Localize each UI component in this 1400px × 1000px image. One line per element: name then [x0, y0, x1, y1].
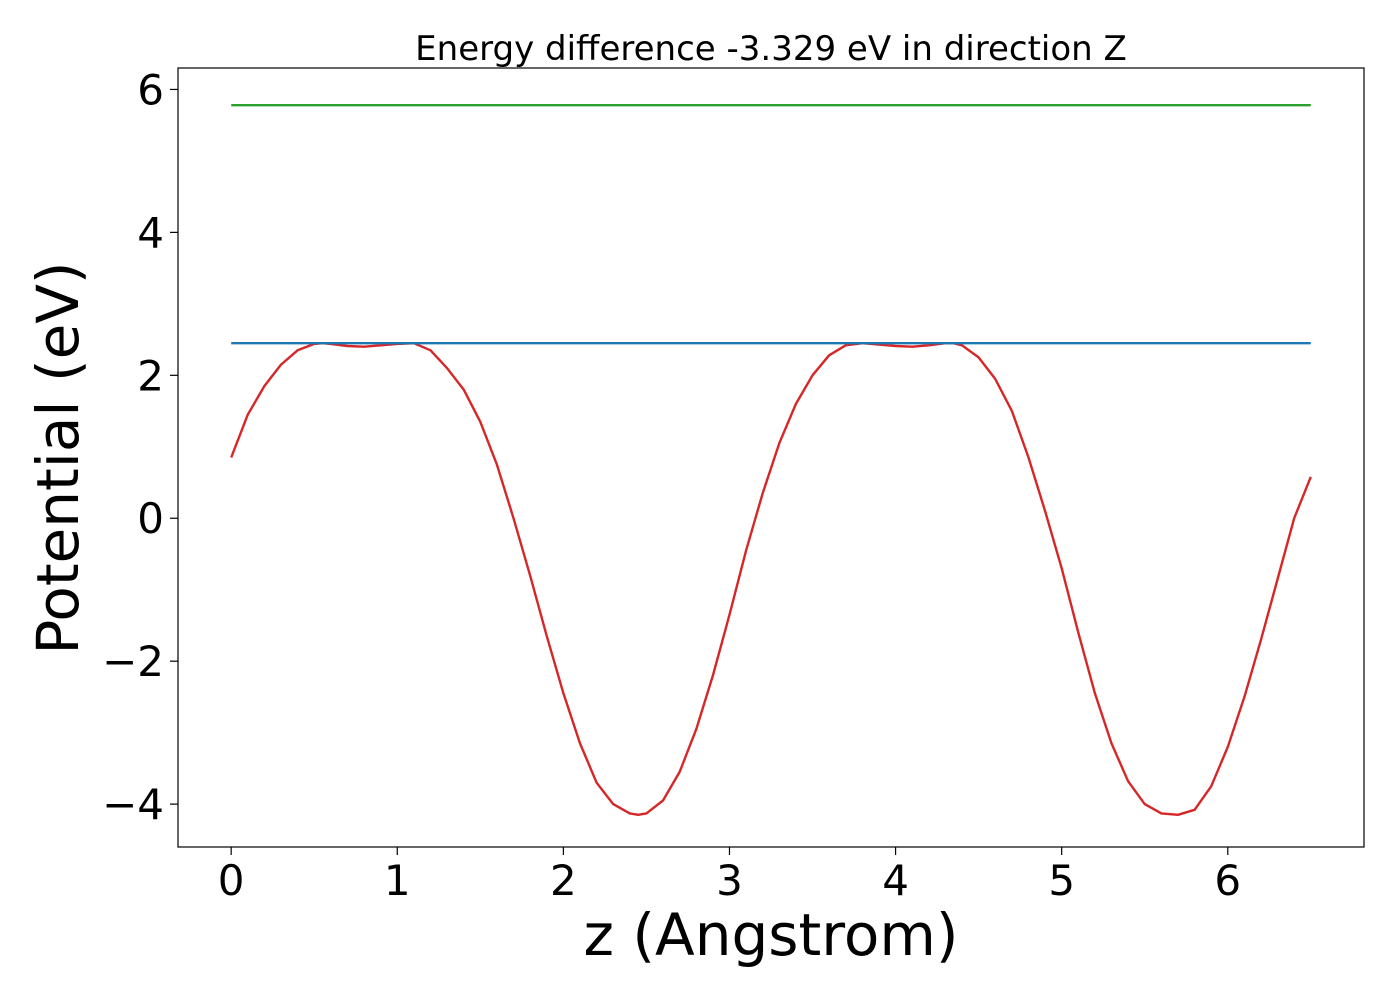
y-axis: −4 −2 0 2 4 6	[102, 65, 178, 829]
x-tick-label: 2	[550, 856, 577, 905]
y-tick-label: 4	[137, 208, 164, 257]
x-axis-label: z (Angstrom)	[584, 901, 959, 969]
y-axis-label: Potential (eV)	[24, 261, 92, 654]
x-tick-label: 0	[218, 856, 245, 905]
chart-title: Energy difference -3.329 eV in direction…	[415, 29, 1127, 69]
x-tick-label: 4	[882, 856, 909, 905]
x-tick-label: 3	[716, 856, 743, 905]
x-tick-label: 6	[1214, 856, 1241, 905]
y-tick-label: −4	[102, 780, 164, 829]
y-tick-label: 6	[137, 65, 164, 114]
series-layer	[230, 103, 1312, 816]
plot-frame	[177, 67, 1365, 848]
x-tick-label: 5	[1048, 856, 1075, 905]
x-axis: 0 1 2 3 4 5 6	[218, 847, 1241, 905]
potential-curve	[230, 342, 1312, 816]
y-tick-label: −2	[102, 637, 164, 686]
y-tick-label: 2	[137, 351, 164, 400]
y-tick-label: 0	[137, 494, 164, 543]
x-tick-label: 1	[384, 856, 411, 905]
